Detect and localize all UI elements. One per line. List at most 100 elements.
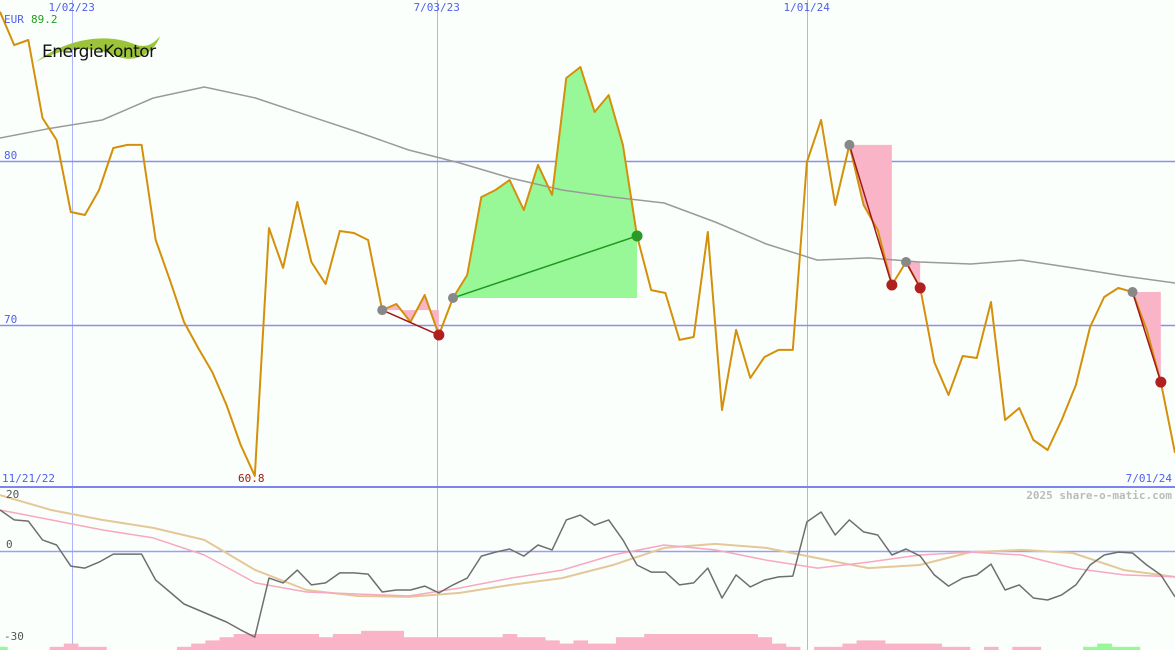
histogram-bar xyxy=(375,630,390,650)
histogram-bar xyxy=(573,640,589,650)
histogram-bar xyxy=(1083,646,1098,650)
histogram-bar xyxy=(771,643,787,650)
histogram-bar xyxy=(913,643,928,650)
histogram-bar xyxy=(842,643,858,650)
histogram-bar xyxy=(899,643,914,650)
histogram-bar xyxy=(92,646,107,650)
histogram-bar xyxy=(615,637,631,650)
trade-region xyxy=(453,67,638,298)
trade-entry-dot xyxy=(1127,287,1138,298)
low-price-label: 60.8 xyxy=(238,472,265,485)
trade-line xyxy=(381,309,440,336)
histogram-bar xyxy=(983,646,999,650)
histogram-bar xyxy=(870,640,886,650)
histogram-bar xyxy=(446,637,461,650)
histogram-bar xyxy=(346,634,362,650)
histogram-bar xyxy=(672,634,688,650)
oscillator-signal-tan-line xyxy=(0,494,1175,598)
trade-exit-dot xyxy=(886,279,898,291)
histogram-bar xyxy=(205,640,221,650)
histogram-bar xyxy=(77,646,93,650)
x-tick-label: 1/01/24 xyxy=(783,1,830,14)
histogram-bar xyxy=(884,643,900,650)
histogram-bar xyxy=(530,637,546,650)
trade-region xyxy=(382,294,439,336)
histogram-bar xyxy=(261,634,277,650)
histogram-bar xyxy=(714,634,730,650)
histogram-bar xyxy=(474,637,489,650)
osc-tick-label: -30 xyxy=(4,629,24,643)
histogram-bar xyxy=(191,643,206,650)
start-date-label: 11/21/22 xyxy=(2,472,55,485)
company-logo: EnergieKontor xyxy=(34,32,164,68)
histogram-bar xyxy=(559,643,574,650)
x-tick-label: 1/02/23 xyxy=(48,1,95,14)
trade-exit-dot xyxy=(1155,376,1167,388)
last-price-label: 89.2 xyxy=(31,13,58,26)
histogram-bar xyxy=(1125,646,1141,650)
histogram-bar xyxy=(290,634,305,650)
oscillator-signal-pink-line xyxy=(0,509,1175,597)
histogram-bar xyxy=(700,634,716,650)
copyright-label: 2025 share-o-matic.com xyxy=(1026,489,1172,502)
histogram-bar xyxy=(276,634,291,650)
trade-line xyxy=(1131,291,1162,383)
histogram-bar xyxy=(601,643,617,650)
histogram-bar xyxy=(1012,646,1027,650)
histogram-bar xyxy=(1111,646,1127,650)
logo-text: EnergieKontor xyxy=(42,42,156,62)
osc-tick-label: 20 xyxy=(6,488,20,501)
histogram-bar xyxy=(304,634,320,650)
histogram-bar xyxy=(545,640,560,650)
histogram-bar xyxy=(658,634,674,650)
histogram-bar xyxy=(332,634,348,650)
histogram-bar xyxy=(488,637,504,650)
histogram-bar xyxy=(460,637,475,650)
histogram-bar xyxy=(828,646,843,650)
trade-entry-dot xyxy=(377,305,388,316)
osc-tick-label: 0 xyxy=(6,538,13,551)
trade-entry-dot xyxy=(901,257,912,268)
trade-region xyxy=(1132,292,1161,383)
histogram-bar xyxy=(233,634,249,650)
histogram-bar xyxy=(49,646,65,650)
histogram-bar xyxy=(587,643,603,650)
price-line xyxy=(0,11,1175,477)
logo-swoosh-icon xyxy=(36,36,160,62)
histogram-bar xyxy=(729,634,744,650)
histogram-bar xyxy=(955,646,971,650)
histogram-bar xyxy=(757,637,773,650)
trade-exit-dot xyxy=(433,329,445,341)
trade-entry-dot xyxy=(844,139,855,150)
oscillator-line xyxy=(0,509,1175,638)
moving-average-line xyxy=(0,86,1175,284)
histogram-bar xyxy=(516,637,532,650)
histogram-bar xyxy=(502,634,518,650)
histogram-bar xyxy=(219,637,235,650)
histogram-bar xyxy=(0,646,8,650)
histogram-bar xyxy=(1097,643,1112,650)
histogram-bar xyxy=(814,646,829,650)
x-tick-label: 7/03/23 xyxy=(413,1,460,14)
trade-exit-dot xyxy=(914,282,926,294)
histogram-bar xyxy=(431,637,447,650)
trade-exit-dot xyxy=(631,230,643,242)
histogram-bar xyxy=(644,634,659,650)
histogram-bar xyxy=(630,637,645,650)
histogram-bar xyxy=(177,646,192,650)
y-tick-label: 80 xyxy=(4,148,18,162)
histogram-bar xyxy=(247,634,263,650)
histogram-bar xyxy=(743,634,758,650)
trade-line xyxy=(848,144,893,286)
y-tick-label: 70 xyxy=(4,312,18,326)
histogram-bar xyxy=(403,637,419,650)
histogram-bar xyxy=(686,634,702,650)
histogram-bar xyxy=(318,637,334,650)
currency-label: EUR xyxy=(4,13,24,26)
histogram-bar xyxy=(785,646,801,650)
trade-entry-dot xyxy=(448,292,459,303)
trade-line xyxy=(452,235,638,299)
histogram-bar xyxy=(1026,646,1042,650)
